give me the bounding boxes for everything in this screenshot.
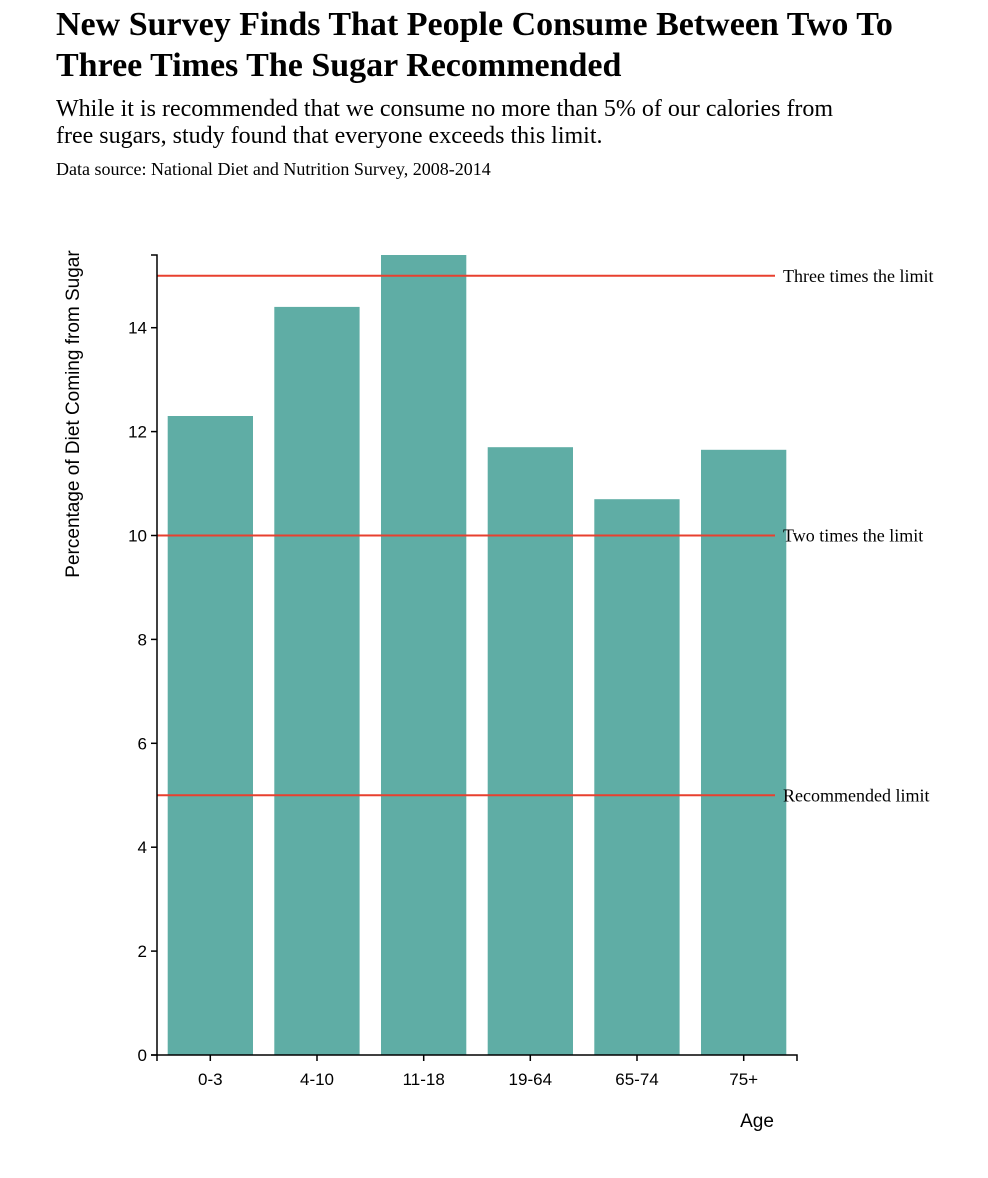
y-axis-line — [151, 254, 158, 1056]
bar-75+ — [701, 449, 787, 1055]
x-axis-line — [156, 1054, 798, 1061]
y-tick-label: 2 — [138, 942, 147, 961]
reference-line-label: Two times the limit — [783, 526, 923, 546]
y-tick-label: 8 — [138, 630, 147, 649]
reference-line-label: Recommended limit — [783, 785, 929, 805]
x-axis-title: Age — [740, 1111, 774, 1132]
y-tick-label: 0 — [138, 1046, 147, 1065]
bar-65-74 — [594, 499, 680, 1055]
chart-subtitle: While it is recommended that we consume … — [56, 96, 834, 149]
x-axis: 0-3 4-10 11-18 19-64 65-74 75+ — [156, 1054, 798, 1089]
bars-group — [167, 255, 787, 1055]
x-tick-label-11-18: 11-18 — [403, 1070, 445, 1089]
y-tick-label: 6 — [138, 734, 147, 753]
bar-0-3 — [167, 416, 253, 1055]
y-tick-label: 4 — [138, 838, 147, 857]
x-tick-label-65-74: 65-74 — [615, 1070, 658, 1089]
x-tick-label-0-3: 0-3 — [198, 1070, 223, 1089]
y-tick-label: 10 — [128, 527, 147, 546]
bar-11-18 — [381, 255, 467, 1055]
y-axis-title: Percentage of Diet Coming from Sugar — [63, 250, 84, 578]
bar-19-64 — [487, 447, 573, 1055]
x-tick-label-75+: 75+ — [729, 1070, 758, 1089]
y-tick-label: 12 — [128, 423, 147, 442]
data-source: Data source: National Diet and Nutrition… — [56, 159, 491, 179]
reference-line-label: Three times the limit — [783, 266, 933, 286]
y-tick-label: 14 — [128, 319, 147, 338]
chart-title: New Survey Finds That People Consume Bet… — [56, 6, 893, 84]
y-axis: 0 2 4 6 8 10 12 14 — [128, 254, 158, 1065]
x-tick-label-19-64: 19-64 — [509, 1070, 552, 1089]
reference-lines-group: Three times the limit Two times the limit… — [157, 266, 933, 805]
bar-4-10 — [274, 306, 360, 1055]
x-tick-label-4-10: 4-10 — [300, 1070, 334, 1089]
